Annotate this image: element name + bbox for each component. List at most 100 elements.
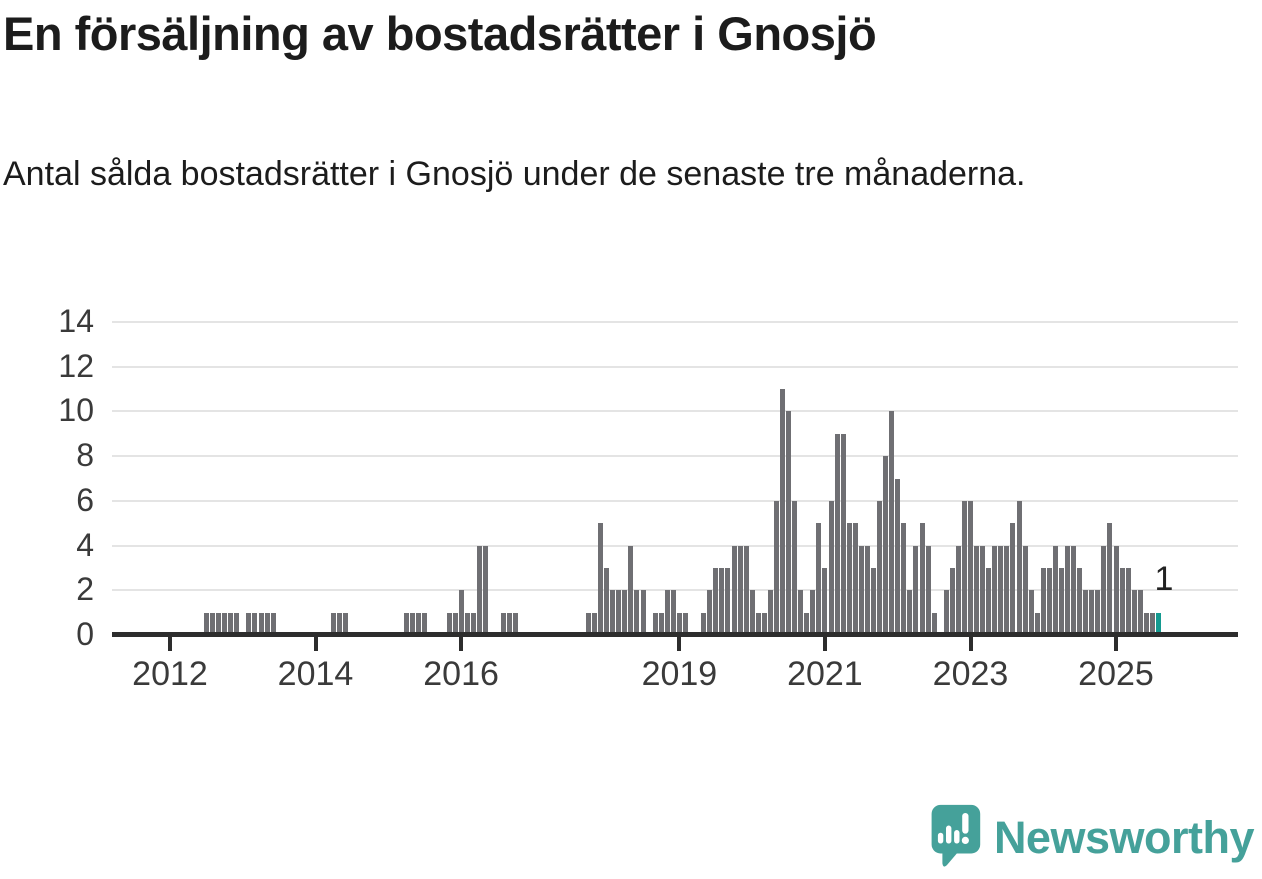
- bar: [889, 411, 895, 635]
- bar: [974, 545, 979, 635]
- bar: [998, 545, 1004, 635]
- bar: [634, 590, 640, 635]
- bar: [640, 590, 646, 635]
- x-axis-tick-label: 2012: [132, 655, 208, 693]
- bar: [786, 411, 791, 635]
- bar: [713, 567, 719, 635]
- bar: [834, 433, 840, 635]
- bar: [1107, 523, 1113, 635]
- bar: [1016, 500, 1022, 635]
- bar: [1028, 590, 1034, 635]
- bar: [1010, 523, 1016, 635]
- bar: [592, 612, 597, 635]
- page-title: En försäljning av bostadsrätter i Gnosjö: [3, 7, 877, 60]
- bar: [864, 545, 870, 635]
- gridline-y4: [112, 544, 1238, 547]
- bar: [943, 590, 949, 635]
- bar: [731, 545, 737, 635]
- x-axis-tick-label: 2019: [641, 655, 718, 693]
- bar: [949, 567, 955, 635]
- highlighted-bar-latest: [1156, 612, 1161, 635]
- brand-name: Newsworthy: [993, 811, 1255, 863]
- bar: [913, 545, 919, 635]
- x-axis-line: [112, 632, 1238, 637]
- bar: [622, 590, 628, 635]
- bar: [1149, 612, 1155, 635]
- last-value-label: 1: [1154, 560, 1174, 598]
- bar: [919, 523, 925, 635]
- bar: [773, 500, 779, 635]
- bar: [1137, 590, 1143, 635]
- x-axis-tick-label: 2016: [423, 655, 499, 693]
- bar: [1095, 590, 1101, 635]
- bar: [883, 456, 889, 635]
- bar: [986, 567, 992, 635]
- bar: [470, 612, 476, 635]
- bar: [343, 612, 349, 635]
- bar: [870, 567, 876, 635]
- bar: [404, 612, 409, 635]
- bar: [846, 523, 852, 635]
- bar: [1125, 567, 1131, 635]
- x-axis-tick: [677, 637, 682, 651]
- bar: [810, 590, 816, 635]
- bar: [616, 590, 622, 635]
- bar: [780, 389, 785, 635]
- newsworthy-logo-icon: [928, 803, 982, 872]
- bar: [901, 523, 907, 635]
- x-axis-tick: [313, 637, 318, 651]
- y-axis-tick-label: 0: [76, 616, 94, 652]
- bar: [683, 612, 688, 635]
- bar: [410, 612, 416, 635]
- gridline-y12: [112, 365, 1238, 368]
- bar: [203, 612, 209, 635]
- bar: [670, 590, 676, 635]
- bar: [798, 590, 804, 635]
- bar: [610, 590, 616, 635]
- x-axis-tick: [168, 637, 172, 651]
- bar: [980, 545, 986, 635]
- bar: [822, 567, 828, 635]
- bar: [252, 612, 258, 635]
- bar: [792, 500, 798, 635]
- bar: [955, 545, 961, 635]
- bar: [446, 612, 452, 635]
- bar: [925, 545, 931, 635]
- bar: [228, 612, 234, 635]
- bar: [1071, 545, 1077, 635]
- bar: [209, 612, 215, 635]
- bar: [1119, 567, 1125, 635]
- bar: [1083, 590, 1089, 635]
- bar: [931, 612, 937, 635]
- bar: [743, 545, 749, 635]
- x-axis-tick-label: 2025: [1078, 655, 1154, 693]
- bar: [1052, 545, 1058, 635]
- bar: [598, 523, 604, 635]
- bar: [907, 590, 913, 635]
- bar: [852, 523, 858, 635]
- bar: [234, 612, 240, 635]
- bar: [501, 612, 506, 635]
- y-axis-tick-label: 10: [58, 392, 94, 429]
- gridline-y14: [112, 321, 1238, 323]
- bar: [216, 612, 221, 635]
- bar: [749, 590, 755, 635]
- bar: [476, 545, 482, 635]
- bar: [337, 612, 343, 635]
- bar: [828, 500, 834, 635]
- bar: [701, 612, 707, 635]
- bar: [258, 612, 264, 635]
- x-axis-tick-label: 2023: [932, 655, 1009, 693]
- x-axis-tick: [459, 637, 464, 651]
- bar: [1143, 612, 1149, 635]
- bar: [604, 567, 610, 635]
- y-axis-tick-label: 6: [76, 481, 94, 518]
- bar: [1022, 545, 1028, 635]
- bar: [422, 612, 428, 635]
- gridline-y8: [112, 455, 1238, 458]
- bar: [767, 590, 773, 635]
- bar: [464, 612, 470, 635]
- bar: [761, 612, 767, 635]
- y-axis-tick-label: 8: [76, 437, 94, 474]
